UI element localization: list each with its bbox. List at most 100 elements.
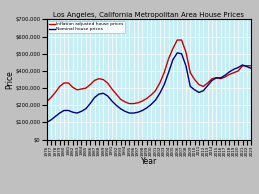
Nominal house prices [176,52,179,54]
Inflation adjusted house prices [206,82,209,84]
Nominal house prices [71,111,74,113]
Nominal house prices [128,112,131,114]
Nominal house prices [241,64,244,66]
Inflation adjusted house prices [224,76,227,78]
Nominal house prices [76,112,79,114]
Line: Inflation adjusted house prices: Inflation adjusted house prices [47,40,251,104]
Title: Los Angeles, California Metropolitan Area House Prices: Los Angeles, California Metropolitan Are… [53,12,244,18]
Nominal house prices [62,109,66,112]
Nominal house prices [232,68,235,70]
Nominal house prices [58,112,61,114]
Nominal house prices [215,77,218,79]
Line: Nominal house prices: Nominal house prices [47,53,251,122]
Nominal house prices [115,104,118,107]
Inflation adjusted house prices [241,65,244,67]
Nominal house prices [163,84,166,86]
Nominal house prices [124,110,127,113]
Inflation adjusted house prices [154,90,157,92]
Inflation adjusted house prices [180,39,183,41]
Nominal house prices [110,100,113,102]
Inflation adjusted house prices [184,51,188,53]
Nominal house prices [45,121,48,124]
Inflation adjusted house prices [141,100,144,102]
Inflation adjusted house prices [93,79,96,81]
Nominal house prices [145,107,148,109]
Nominal house prices [89,102,92,105]
Inflation adjusted house prices [237,70,240,72]
Inflation adjusted house prices [132,102,135,105]
Nominal house prices [228,71,231,73]
Inflation adjusted house prices [76,89,79,91]
Y-axis label: Price: Price [5,70,14,89]
Nominal house prices [171,59,174,61]
Inflation adjusted house prices [128,102,131,105]
Inflation adjusted house prices [211,78,214,80]
Inflation adjusted house prices [193,78,196,81]
Inflation adjusted house prices [219,78,222,80]
Nominal house prices [202,90,205,92]
Nominal house prices [158,92,161,94]
Nominal house prices [119,108,122,110]
Nominal house prices [49,119,53,121]
Inflation adjusted house prices [58,85,61,87]
X-axis label: Year: Year [141,157,157,166]
Nominal house prices [180,53,183,55]
Inflation adjusted house prices [49,96,53,99]
Nominal house prices [197,91,200,94]
Nominal house prices [245,66,248,68]
Inflation adjusted house prices [163,72,166,74]
Inflation adjusted house prices [119,98,122,100]
Inflation adjusted house prices [136,102,140,104]
Inflation adjusted house prices [215,77,218,79]
Nominal house prices [184,65,188,67]
Inflation adjusted house prices [124,101,127,103]
Nominal house prices [224,74,227,76]
Nominal house prices [237,66,240,69]
Inflation adjusted house prices [197,84,200,86]
Inflation adjusted house prices [45,101,48,103]
Inflation adjusted house prices [110,88,113,90]
Nominal house prices [193,89,196,91]
Nominal house prices [167,72,170,74]
Inflation adjusted house prices [228,73,231,75]
Inflation adjusted house prices [149,94,153,96]
Nominal house prices [84,108,87,110]
Inflation adjusted house prices [145,97,148,100]
Inflation adjusted house prices [71,86,74,88]
Inflation adjusted house prices [106,82,109,84]
Nominal house prices [154,99,157,101]
Inflation adjusted house prices [115,93,118,95]
Inflation adjusted house prices [167,58,170,60]
Inflation adjusted house prices [84,87,87,89]
Inflation adjusted house prices [158,82,161,84]
Legend: Inflation adjusted house prices, Nominal house prices: Inflation adjusted house prices, Nominal… [48,21,125,33]
Nominal house prices [141,109,144,112]
Inflation adjusted house prices [171,48,174,50]
Inflation adjusted house prices [202,85,205,87]
Nominal house prices [136,111,140,113]
Inflation adjusted house prices [245,65,248,67]
Nominal house prices [149,103,153,106]
Inflation adjusted house prices [189,72,192,74]
Nominal house prices [97,93,100,95]
Inflation adjusted house prices [102,78,105,81]
Inflation adjusted house prices [54,91,57,94]
Inflation adjusted house prices [232,72,235,74]
Inflation adjusted house prices [67,82,70,84]
Nominal house prices [54,115,57,118]
Nominal house prices [132,112,135,114]
Inflation adjusted house prices [250,65,253,67]
Nominal house prices [93,96,96,99]
Nominal house prices [189,85,192,87]
Nominal house prices [67,109,70,112]
Inflation adjusted house prices [80,88,83,90]
Nominal house prices [102,92,105,94]
Inflation adjusted house prices [176,39,179,41]
Nominal house prices [219,77,222,79]
Nominal house prices [206,84,209,87]
Nominal house prices [80,110,83,113]
Nominal house prices [106,95,109,97]
Inflation adjusted house prices [62,82,66,84]
Nominal house prices [250,67,253,69]
Inflation adjusted house prices [97,78,100,80]
